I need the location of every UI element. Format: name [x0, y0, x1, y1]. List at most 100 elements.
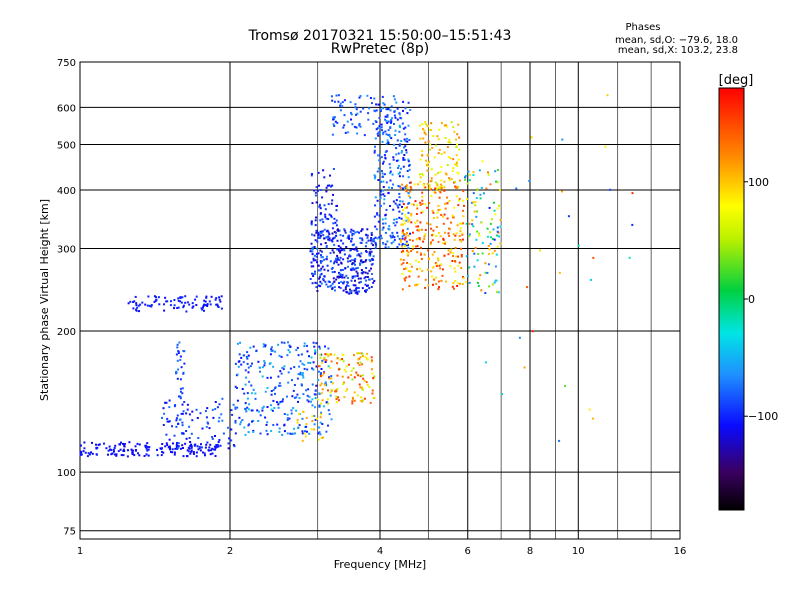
data-point	[350, 118, 352, 121]
data-point	[455, 187, 458, 190]
data-point	[286, 395, 288, 398]
data-point	[435, 276, 437, 279]
data-point	[465, 255, 468, 258]
data-point	[402, 157, 405, 159]
data-point	[248, 423, 251, 426]
data-point	[339, 256, 342, 259]
data-point	[432, 278, 435, 281]
data-point	[256, 409, 259, 412]
data-point	[327, 389, 329, 392]
data-point	[328, 239, 331, 242]
data-point	[249, 365, 252, 368]
data-point	[325, 244, 328, 247]
data-point	[360, 230, 363, 233]
data-point	[351, 267, 354, 270]
data-point	[207, 422, 210, 425]
data-point	[334, 100, 336, 103]
data-point	[286, 432, 289, 435]
data-point	[467, 235, 470, 238]
data-point	[486, 235, 489, 238]
data-point	[330, 377, 333, 380]
data-point	[446, 217, 449, 220]
data-point	[214, 435, 216, 437]
data-point	[115, 453, 118, 456]
data-point	[359, 237, 362, 240]
data-point	[206, 407, 209, 410]
data-point	[471, 250, 474, 253]
data-point	[472, 225, 475, 228]
data-point	[113, 447, 116, 449]
data-point	[314, 406, 316, 409]
data-point	[311, 419, 314, 422]
data-point	[375, 244, 378, 247]
data-point	[421, 202, 424, 205]
data-point	[147, 454, 150, 457]
data-point	[369, 401, 372, 404]
data-point	[234, 421, 237, 424]
data-point	[407, 251, 410, 254]
data-point	[454, 260, 457, 263]
data-point	[389, 126, 392, 129]
data-point	[166, 300, 169, 303]
data-point	[176, 414, 179, 417]
data-point	[319, 189, 322, 191]
data-point	[330, 353, 333, 356]
data-point	[269, 376, 272, 379]
data-point	[276, 423, 279, 426]
data-point	[319, 230, 322, 233]
data-point	[122, 449, 125, 452]
data-point	[353, 289, 356, 292]
data-point	[181, 444, 184, 447]
data-point	[327, 269, 330, 272]
data-point	[348, 255, 351, 258]
data-point	[327, 354, 330, 357]
data-point	[325, 190, 328, 193]
data-point	[354, 275, 357, 278]
data-point	[270, 404, 273, 407]
data-point	[333, 236, 336, 239]
data-point	[401, 212, 404, 215]
data-point	[403, 222, 406, 225]
data-point	[494, 170, 497, 173]
data-point	[430, 188, 432, 191]
data-point	[339, 269, 342, 272]
data-point	[270, 390, 273, 392]
data-point	[173, 453, 176, 456]
data-point	[374, 145, 376, 148]
data-point	[143, 455, 146, 457]
data-point	[327, 231, 330, 234]
data-point	[428, 258, 430, 261]
data-point	[382, 226, 385, 229]
data-point	[326, 398, 329, 401]
data-point	[192, 451, 195, 454]
data-point	[424, 186, 427, 189]
data-point	[443, 124, 446, 127]
data-point	[347, 376, 350, 379]
data-point	[493, 249, 496, 252]
data-point	[208, 427, 211, 430]
data-point	[135, 308, 137, 311]
data-point	[350, 369, 353, 372]
data-point	[398, 130, 401, 133]
data-point	[217, 306, 220, 308]
data-point	[289, 432, 292, 435]
data-point	[293, 384, 296, 386]
data-point	[264, 390, 267, 393]
data-point	[419, 238, 421, 241]
data-point	[376, 212, 379, 215]
data-point	[631, 223, 634, 226]
data-point	[338, 259, 341, 262]
data-point	[86, 455, 89, 458]
data-point	[323, 258, 326, 261]
data-point	[353, 354, 355, 357]
data-point	[471, 223, 474, 226]
data-point	[336, 362, 339, 365]
data-point	[347, 260, 349, 263]
data-point	[343, 396, 346, 399]
data-point	[182, 447, 184, 449]
data-point	[318, 392, 321, 395]
data-point	[446, 146, 449, 148]
data-point	[188, 303, 191, 306]
data-point	[301, 432, 304, 435]
data-point	[369, 248, 372, 251]
